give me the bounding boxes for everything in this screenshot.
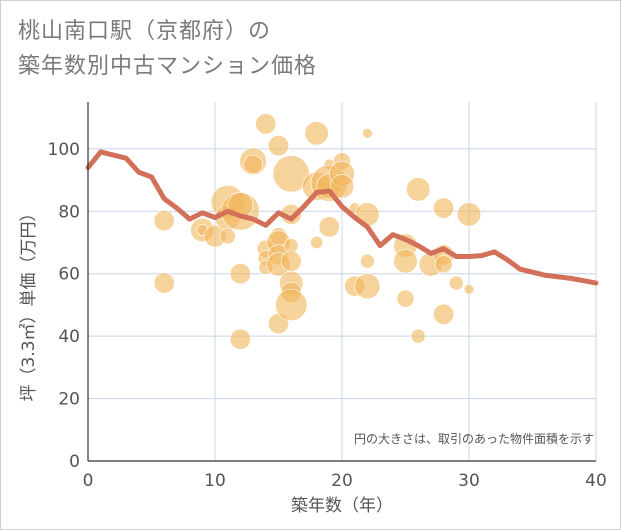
- chart-title-line-1: 桃山南口駅（京都府）の: [18, 19, 272, 44]
- bubble-point: [456, 202, 482, 227]
- chart-title: 桃山南口駅（京都府）の 築年数別中古マンション価格: [18, 14, 317, 84]
- bubble-point: [406, 177, 431, 202]
- y-tick-label: 0: [69, 452, 80, 472]
- bubble-point: [310, 235, 324, 249]
- x-tick-label: 40: [585, 471, 607, 491]
- bubble-point: [229, 328, 251, 350]
- bubble-point: [434, 255, 453, 274]
- y-tick-label: 100: [48, 140, 80, 160]
- bubble-point: [153, 272, 175, 294]
- bubble-point: [329, 174, 355, 199]
- bubble-point: [360, 253, 375, 269]
- average-line-series: [85, 149, 599, 286]
- bubble-point: [396, 289, 415, 308]
- bubble-point: [304, 121, 329, 146]
- x-tick-label: 10: [204, 471, 226, 491]
- bubble-point: [393, 249, 418, 274]
- size-annotation: 円の大きさは、取引のあった物件面積を示す: [354, 431, 594, 446]
- bubble-point: [433, 197, 455, 219]
- bubble-point: [267, 135, 289, 157]
- x-axis-label: 築年数（年）: [291, 496, 393, 516]
- bubble-point: [275, 288, 308, 322]
- y-tick-label: 60: [58, 265, 80, 285]
- x-tick-label: 0: [83, 471, 94, 491]
- bubble-point: [229, 263, 251, 285]
- y-tick-label: 20: [58, 390, 80, 410]
- y-tick-label: 40: [58, 327, 80, 347]
- x-tick-label: 20: [331, 471, 353, 491]
- bubble-point: [448, 275, 464, 291]
- bubble-point: [219, 228, 236, 245]
- tick-labels: 0 10 20 30 40 0 20 40 60 80 100: [48, 140, 607, 491]
- bubble-point: [280, 250, 302, 272]
- chart-title-line-2: 築年数別中古マンション価格: [18, 54, 318, 79]
- bubble-point: [410, 328, 426, 344]
- y-axis-label: 坪（3.3㎡）単価（万円）: [19, 204, 39, 401]
- bubble-point: [354, 273, 381, 300]
- bubble-point: [243, 154, 263, 175]
- y-tick-label: 80: [58, 202, 80, 222]
- bubble-point: [153, 210, 175, 232]
- bubble-point: [318, 216, 340, 238]
- bubble-point: [463, 284, 475, 295]
- bubble-point: [283, 238, 299, 253]
- bubble-point: [255, 113, 277, 135]
- bubble-point: [433, 303, 455, 325]
- x-tick-label: 30: [458, 471, 480, 491]
- average-price-line: [85, 149, 599, 286]
- axes: [87, 102, 596, 462]
- bubble-point: [362, 127, 373, 139]
